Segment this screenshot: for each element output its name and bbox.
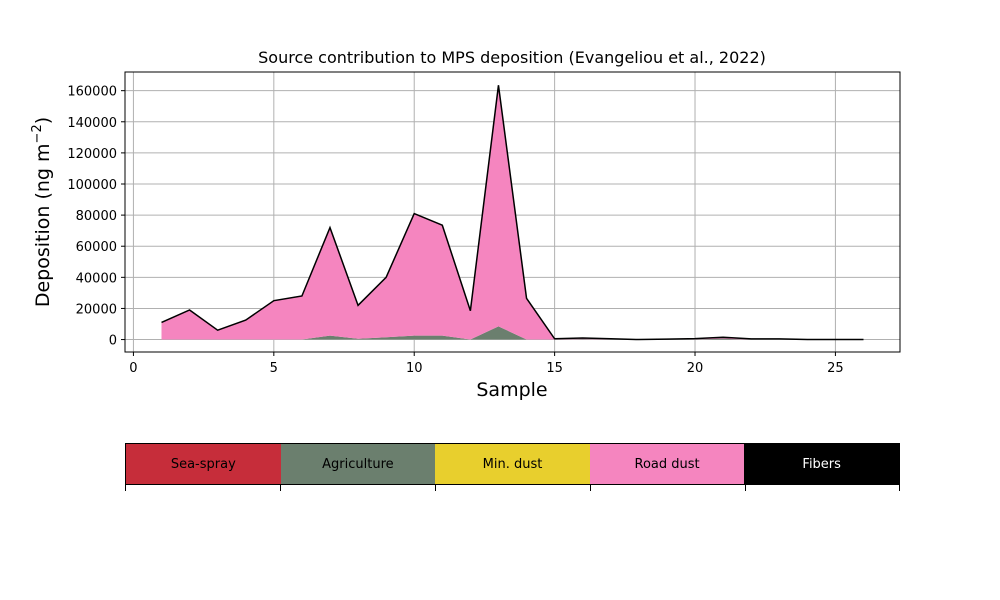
y-tick-label: 20000 (76, 302, 117, 317)
legend-item-agriculture: Agriculture (280, 444, 436, 484)
y-tick-label: 40000 (76, 271, 117, 286)
legend-tick-mark (435, 485, 436, 491)
y-axis-label-main: Deposition (ng m (32, 143, 54, 307)
legend-item-min-dust: Min. dust (435, 444, 590, 484)
legend-item-fibers: Fibers (744, 444, 899, 484)
legend-ticks (125, 485, 900, 491)
y-axis-label: Deposition (ng m−2) (30, 117, 54, 307)
y-tick-label: 120000 (67, 147, 117, 162)
y-tick-label: 160000 (67, 85, 117, 100)
legend-tick-mark (590, 485, 591, 491)
y-tick-label: 100000 (67, 178, 117, 193)
grid-layer (125, 72, 900, 352)
legend-tick-mark (899, 485, 900, 491)
tick-layer: 0 5 10 15 20 25 0 20000 40000 60000 80000 100000 120… (67, 85, 843, 376)
y-tick-label: 60000 (76, 240, 117, 255)
legend-colorbar: Sea-spray Agriculture Min. dust Road dust Fi… (125, 443, 900, 485)
legend-tick-mark (125, 485, 126, 491)
area-road-dust (161, 85, 864, 340)
x-tick-label: 0 (129, 361, 137, 376)
total-outline-line (161, 85, 864, 341)
y-tick-label: 140000 (67, 116, 117, 131)
legend-item-road-dust: Road dust (589, 444, 745, 484)
x-tick-label: 25 (827, 361, 844, 376)
y-tick-label: 0 (109, 334, 117, 349)
x-tick-label: 5 (270, 361, 278, 376)
legend-tick-mark (745, 485, 746, 491)
y-axis-label-superscript: −2 (30, 124, 45, 143)
x-tick-label: 15 (546, 361, 563, 376)
x-tick-label: 10 (406, 361, 423, 376)
y-axis-label-close: ) (32, 117, 54, 124)
x-tick-label: 20 (687, 361, 704, 376)
plot-frame (124, 71, 901, 353)
legend-item-sea-spray: Sea-spray (126, 444, 281, 484)
chart-title: Source contribution to MPS deposition (E… (258, 48, 766, 67)
area-agriculture (161, 326, 864, 340)
legend-tick-mark (280, 485, 281, 491)
area-layer (161, 85, 864, 341)
y-tick-label: 80000 (76, 209, 117, 224)
x-axis-label: Sample (476, 379, 547, 401)
